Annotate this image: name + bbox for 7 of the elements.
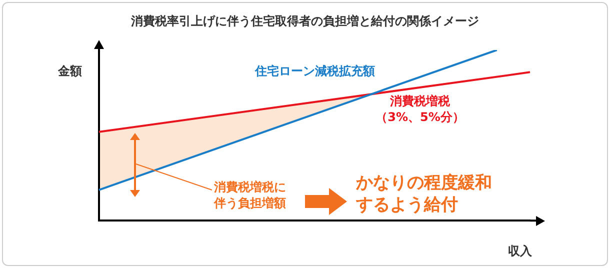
series-label: 消費税増税（3%、5%分） bbox=[374, 94, 466, 126]
series-label: 住宅ローン減税拡充額 bbox=[255, 64, 376, 80]
y-axis-title: 金額 bbox=[58, 64, 82, 80]
annotation: 消費税増税に伴う負担増額 bbox=[214, 180, 287, 212]
chart-title: 消費税率引上げに伴う住宅取得者の負担増と給付の関係イメージ bbox=[130, 14, 480, 30]
x-axis-title: 収入 bbox=[508, 244, 532, 260]
annotation: かなりの程度緩和するよう給付 bbox=[356, 172, 493, 216]
